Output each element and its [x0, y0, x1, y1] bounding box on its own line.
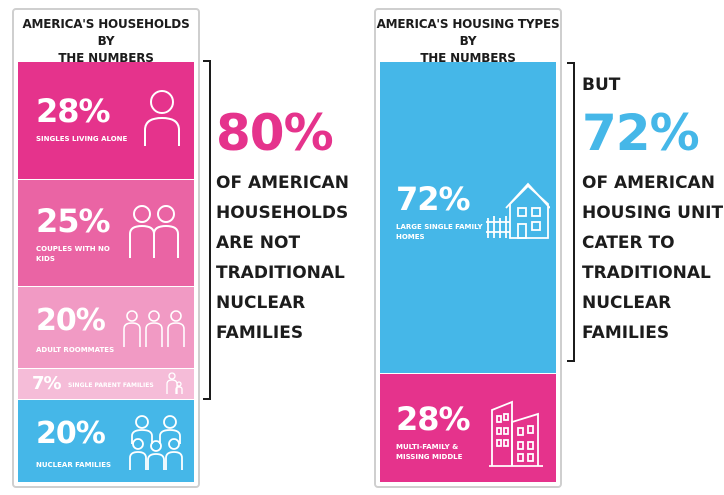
- segment-nuclear: 20% NUCLEAR FAMILIES: [18, 400, 194, 482]
- segment-label: NUCLEAR FAMILIES: [36, 461, 112, 469]
- households-title: AMERICA'S HOUSEHOLDS BY THE NUMBERS: [22, 17, 190, 65]
- housing-but-label: BUT: [582, 75, 621, 95]
- housing-statement: OF AMERICAN HOUSING UNITS CATER TO TRADI…: [582, 173, 724, 343]
- parent-child-icon: [166, 372, 183, 394]
- segment-pct: 20%: [36, 416, 106, 451]
- segment-single-parent: 7% SINGLE PARENT FAMILIES: [18, 369, 194, 399]
- segment-pct: 20%: [36, 303, 106, 338]
- housing-panel: AMERICA'S HOUSING TYPES BY THE NUMBERS 7…: [374, 8, 562, 488]
- apartment-buildings-icon: [489, 400, 543, 467]
- segment-couples: 25% COUPLES WITH NO KIDS: [18, 180, 194, 286]
- segment-pct: 25%: [36, 202, 111, 240]
- segment-pct: 7%: [32, 373, 62, 394]
- segment-label: LARGE SINGLE FAMILY HOMES: [396, 223, 483, 241]
- couple-icon: [129, 205, 179, 258]
- segment-label: ADULT ROOMMATES: [36, 346, 115, 354]
- segment-label: SINGLE PARENT FAMILIES: [68, 382, 154, 389]
- segment-singles: 28% SINGLES LIVING ALONE: [18, 62, 194, 179]
- housing-title: AMERICA'S HOUSING TYPES BY THE NUMBERS: [376, 17, 560, 65]
- family-icon: [129, 415, 183, 470]
- roommates-icon: [123, 310, 185, 347]
- households-bracket: [203, 60, 211, 400]
- segment-pct: 72%: [396, 180, 471, 218]
- segment-pct: 28%: [36, 92, 111, 130]
- segment-single-family: 72% LARGE SINGLE FAMILY HOMES: [380, 62, 556, 373]
- households-panel: AMERICA'S HOUSEHOLDS BY THE NUMBERS 28% …: [12, 8, 200, 488]
- housing-bracket: [567, 62, 575, 362]
- house-icon: [486, 182, 550, 239]
- households-statement: OF AMERICAN HOUSEHOLDS ARE NOT TRADITION…: [216, 173, 349, 343]
- housing-big-number: 72%: [582, 104, 700, 162]
- segment-pct: 28%: [396, 400, 471, 438]
- households-big-number: 80%: [216, 104, 334, 162]
- segment-roommates: 20% ADULT ROOMMATES: [18, 287, 194, 368]
- segment-label: MULTI-FAMILY & MISSING MIDDLE: [396, 443, 463, 461]
- segment-label: COUPLES WITH NO KIDS: [36, 245, 110, 263]
- person-icon: [144, 90, 180, 146]
- segment-multi-family: 28% MULTI-FAMILY & MISSING MIDDLE: [380, 374, 556, 482]
- segment-label: SINGLES LIVING ALONE: [36, 135, 128, 143]
